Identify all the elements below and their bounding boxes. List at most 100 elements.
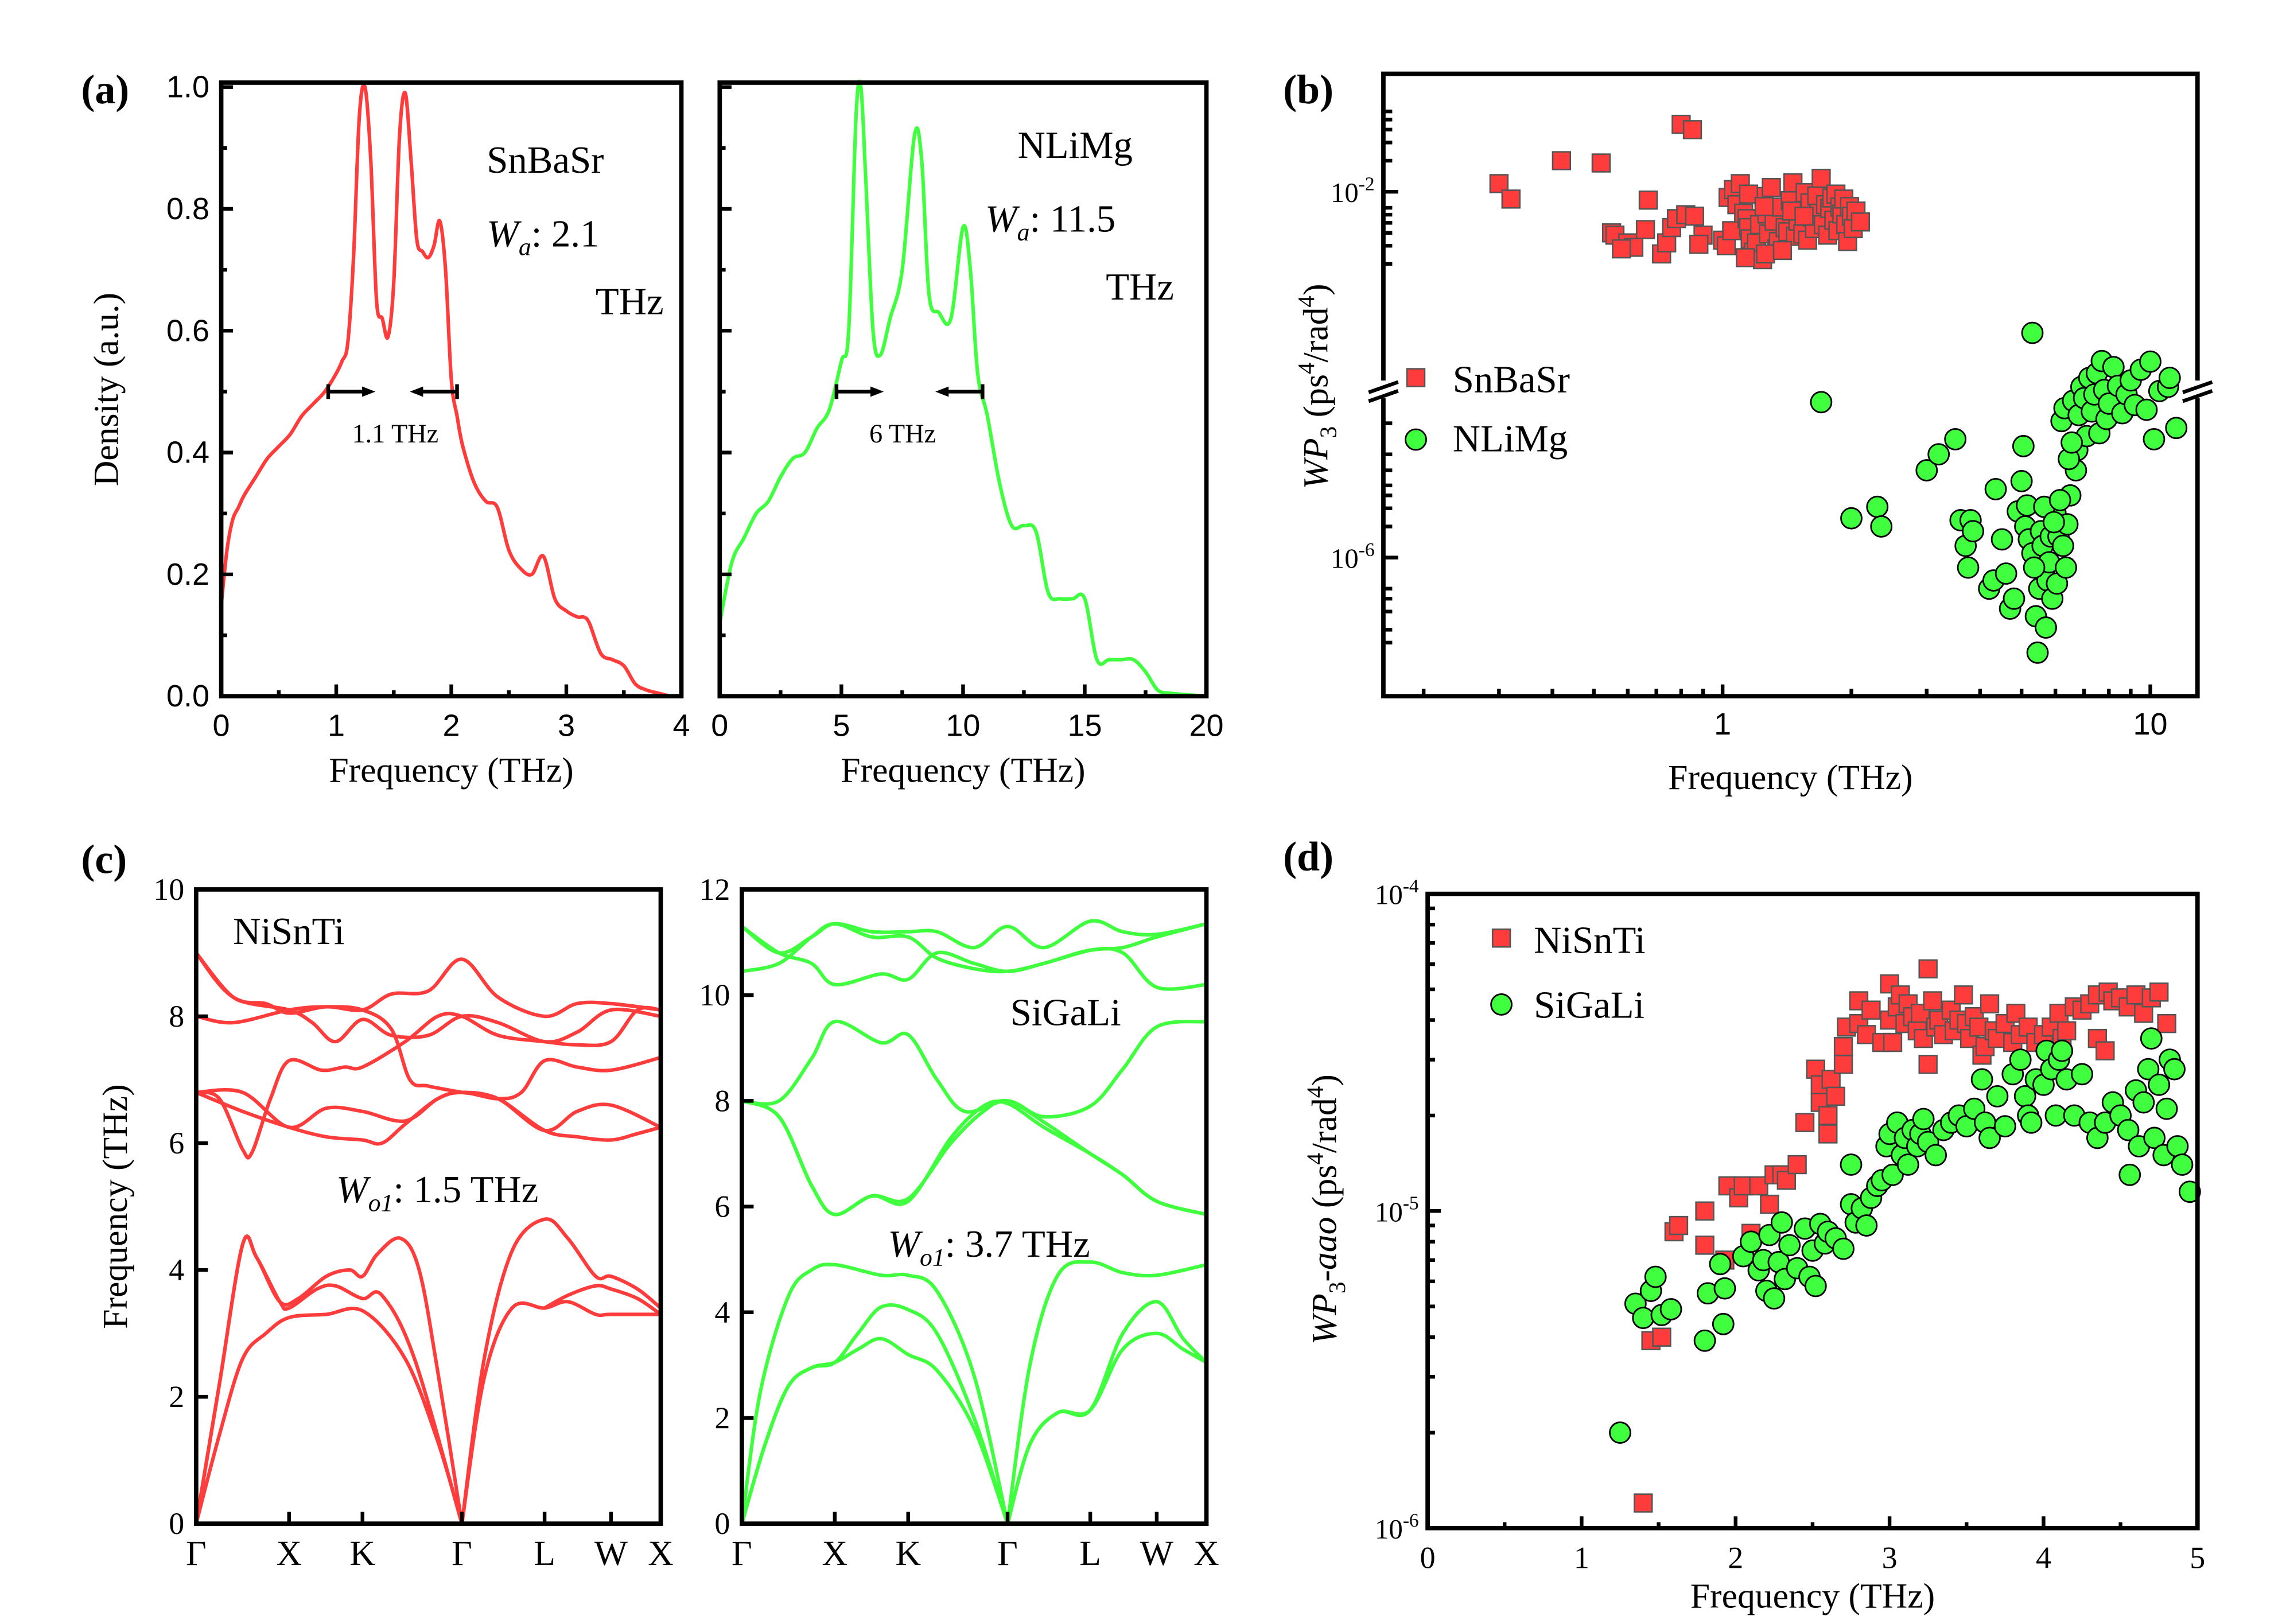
point-SiGaLi (2155, 1097, 2178, 1120)
point-NLiMg (2060, 431, 2083, 454)
a1-fwhm-arrows (326, 384, 459, 399)
d-ylabel-sub: 3 (1324, 1282, 1350, 1294)
d-ylabel-end: ) (1305, 1074, 1344, 1086)
a2-w-subscript: a (1017, 219, 1030, 246)
k-point-label: Γ (997, 1534, 1018, 1573)
panel-a1: (a) 0 1 2 3 4 0.0 0.2 0.4 0.6 0.8 1.0 Frequency (… (81, 67, 690, 790)
point-SnBaSr (1635, 220, 1655, 239)
x-tick-label: 20 (1189, 709, 1224, 743)
a1-x-axis-label: Frequency (THz) (329, 751, 573, 790)
d-ticks: 0 1 2 3 4 510-410-510-6 (1375, 876, 2205, 1575)
y-tick-label: 0.6 (166, 313, 209, 348)
d-ylabel-sup2: 4 (1302, 1086, 1328, 1098)
point-SiGaLi (1993, 1115, 2016, 1138)
phonon-band-2 (194, 1234, 464, 1526)
point-NiSnTi (1787, 1155, 1807, 1175)
y-tick-label: 8 (169, 999, 184, 1034)
point-NLiMg (2048, 489, 2071, 511)
point-SiGaLi (1778, 1234, 1801, 1257)
k-point-label: X (648, 1534, 674, 1573)
point-NLiMg (1915, 459, 1938, 481)
a1-frame (219, 80, 684, 699)
a1-w-symbol: W (487, 212, 522, 255)
c1-plot-area (194, 951, 663, 1526)
k-point-label: L (534, 1534, 555, 1573)
phonon-band-8 (740, 1019, 1208, 1119)
b-legend: SnBaSr NLiMg (1405, 359, 1570, 460)
point-NiSnTi (1669, 1215, 1689, 1236)
point-NLiMg (1995, 562, 2017, 585)
point-NLiMg (1944, 428, 1967, 450)
point-SiGaLi (2178, 1180, 2201, 1203)
b-ylabel-end: ) (1296, 283, 1335, 296)
point-SiGaLi (1713, 1277, 1736, 1300)
point-SiGaLi (1770, 1211, 1793, 1234)
k-point-label: W (594, 1534, 628, 1573)
b-axis-break-left (1368, 380, 1399, 403)
fwhm-right-arrow-head (870, 386, 884, 397)
y-tick-label: 10 (699, 978, 730, 1012)
phonon-band-7 (194, 1090, 663, 1146)
d-y-axis-label: WP3-aao (ps4/rad4) (1302, 1074, 1351, 1345)
a2-plot-area (718, 79, 1208, 698)
point-SiGaLi (1881, 1163, 1904, 1186)
point-SiGaLi (1632, 1307, 1655, 1330)
point-NiSnTi (1833, 1037, 1853, 1056)
a2-width-annotation: Wa: 11.5 (985, 198, 1115, 246)
b-legend-marker-snbasr (1406, 368, 1426, 387)
tick-base: 10 (1375, 1513, 1403, 1545)
c2-w-symbol: W (888, 1223, 923, 1265)
y-tick-label: 6 (714, 1190, 730, 1224)
y-tick-label: 2 (714, 1401, 730, 1435)
k-point-label: L (1079, 1534, 1101, 1573)
a2-x-axis-label: Frequency (THz) (841, 751, 1085, 790)
y-tick-label: 8 (714, 1083, 730, 1118)
phonon-band-6 (194, 1005, 663, 1160)
point-NiSnTi (1954, 985, 1973, 1005)
d-legend-label-sigali: SiGaLi (1534, 984, 1644, 1027)
point-NLiMg (2003, 587, 2025, 610)
a2-fwhm-label: 6 THz (869, 419, 936, 449)
x-tick-label: 1 (328, 709, 345, 743)
point-NLiMg (2158, 367, 2181, 389)
point-NiSnTi (1883, 1032, 1903, 1052)
c2-w-subscript: o1 (920, 1244, 945, 1271)
point-NiSnTi (1918, 1055, 1938, 1074)
point-SnBaSr (1612, 239, 1631, 259)
y-tick-label: 0.2 (166, 557, 209, 592)
c2-width-annotation: Wo1: 3.7 THz (888, 1223, 1090, 1271)
phonon-band-4 (1005, 1300, 1208, 1526)
point-SiGaLi (1978, 1126, 2001, 1149)
fwhm-left-arrow-head (410, 386, 423, 397)
point-NiSnTi (2157, 1013, 2176, 1034)
point-SiGaLi (1832, 1237, 1855, 1260)
c1-w-subscript: o1 (368, 1189, 394, 1217)
b-y-axis-label: WP3 (ps4/rad4) (1293, 283, 1342, 489)
point-SiGaLi (2118, 1163, 2141, 1186)
point-SiGaLi (1709, 1253, 1732, 1276)
a1-x-ticks: 0 1 2 3 4 (213, 684, 690, 743)
tick-exponent: -6 (1359, 539, 1375, 561)
b-legend-marker-nlimg (1405, 428, 1427, 451)
c2-plot-area (740, 919, 1208, 1526)
k-point-label: K (349, 1534, 375, 1573)
d-legend: NiSnTi SiGaLi (1490, 919, 1646, 1027)
point-NiSnTi (1923, 991, 1942, 1011)
panel-a2: 0 5 10 15 20 Frequency (THz) NLiMg Wa: 11.5 … (711, 79, 1224, 790)
a2-w-value: : 11.5 (1029, 198, 1115, 240)
point-SiGaLi (2044, 1104, 2067, 1127)
point-NLiMg (1840, 507, 1863, 530)
y-tick-label: 12 (699, 872, 730, 907)
point-NiSnTi (1776, 1171, 1797, 1190)
point-NiSnTi (1652, 1327, 1671, 1347)
point-SiGaLi (2071, 1063, 2093, 1086)
d-legend-marker-nisnti (1491, 928, 1511, 948)
point-SnBaSr (1756, 244, 1775, 264)
phonon-band-5 (543, 1284, 663, 1316)
point-SiGaLi (1896, 1153, 1919, 1176)
b-ylabel-sub: 3 (1315, 426, 1342, 438)
tick-exponent: -4 (1403, 876, 1419, 897)
